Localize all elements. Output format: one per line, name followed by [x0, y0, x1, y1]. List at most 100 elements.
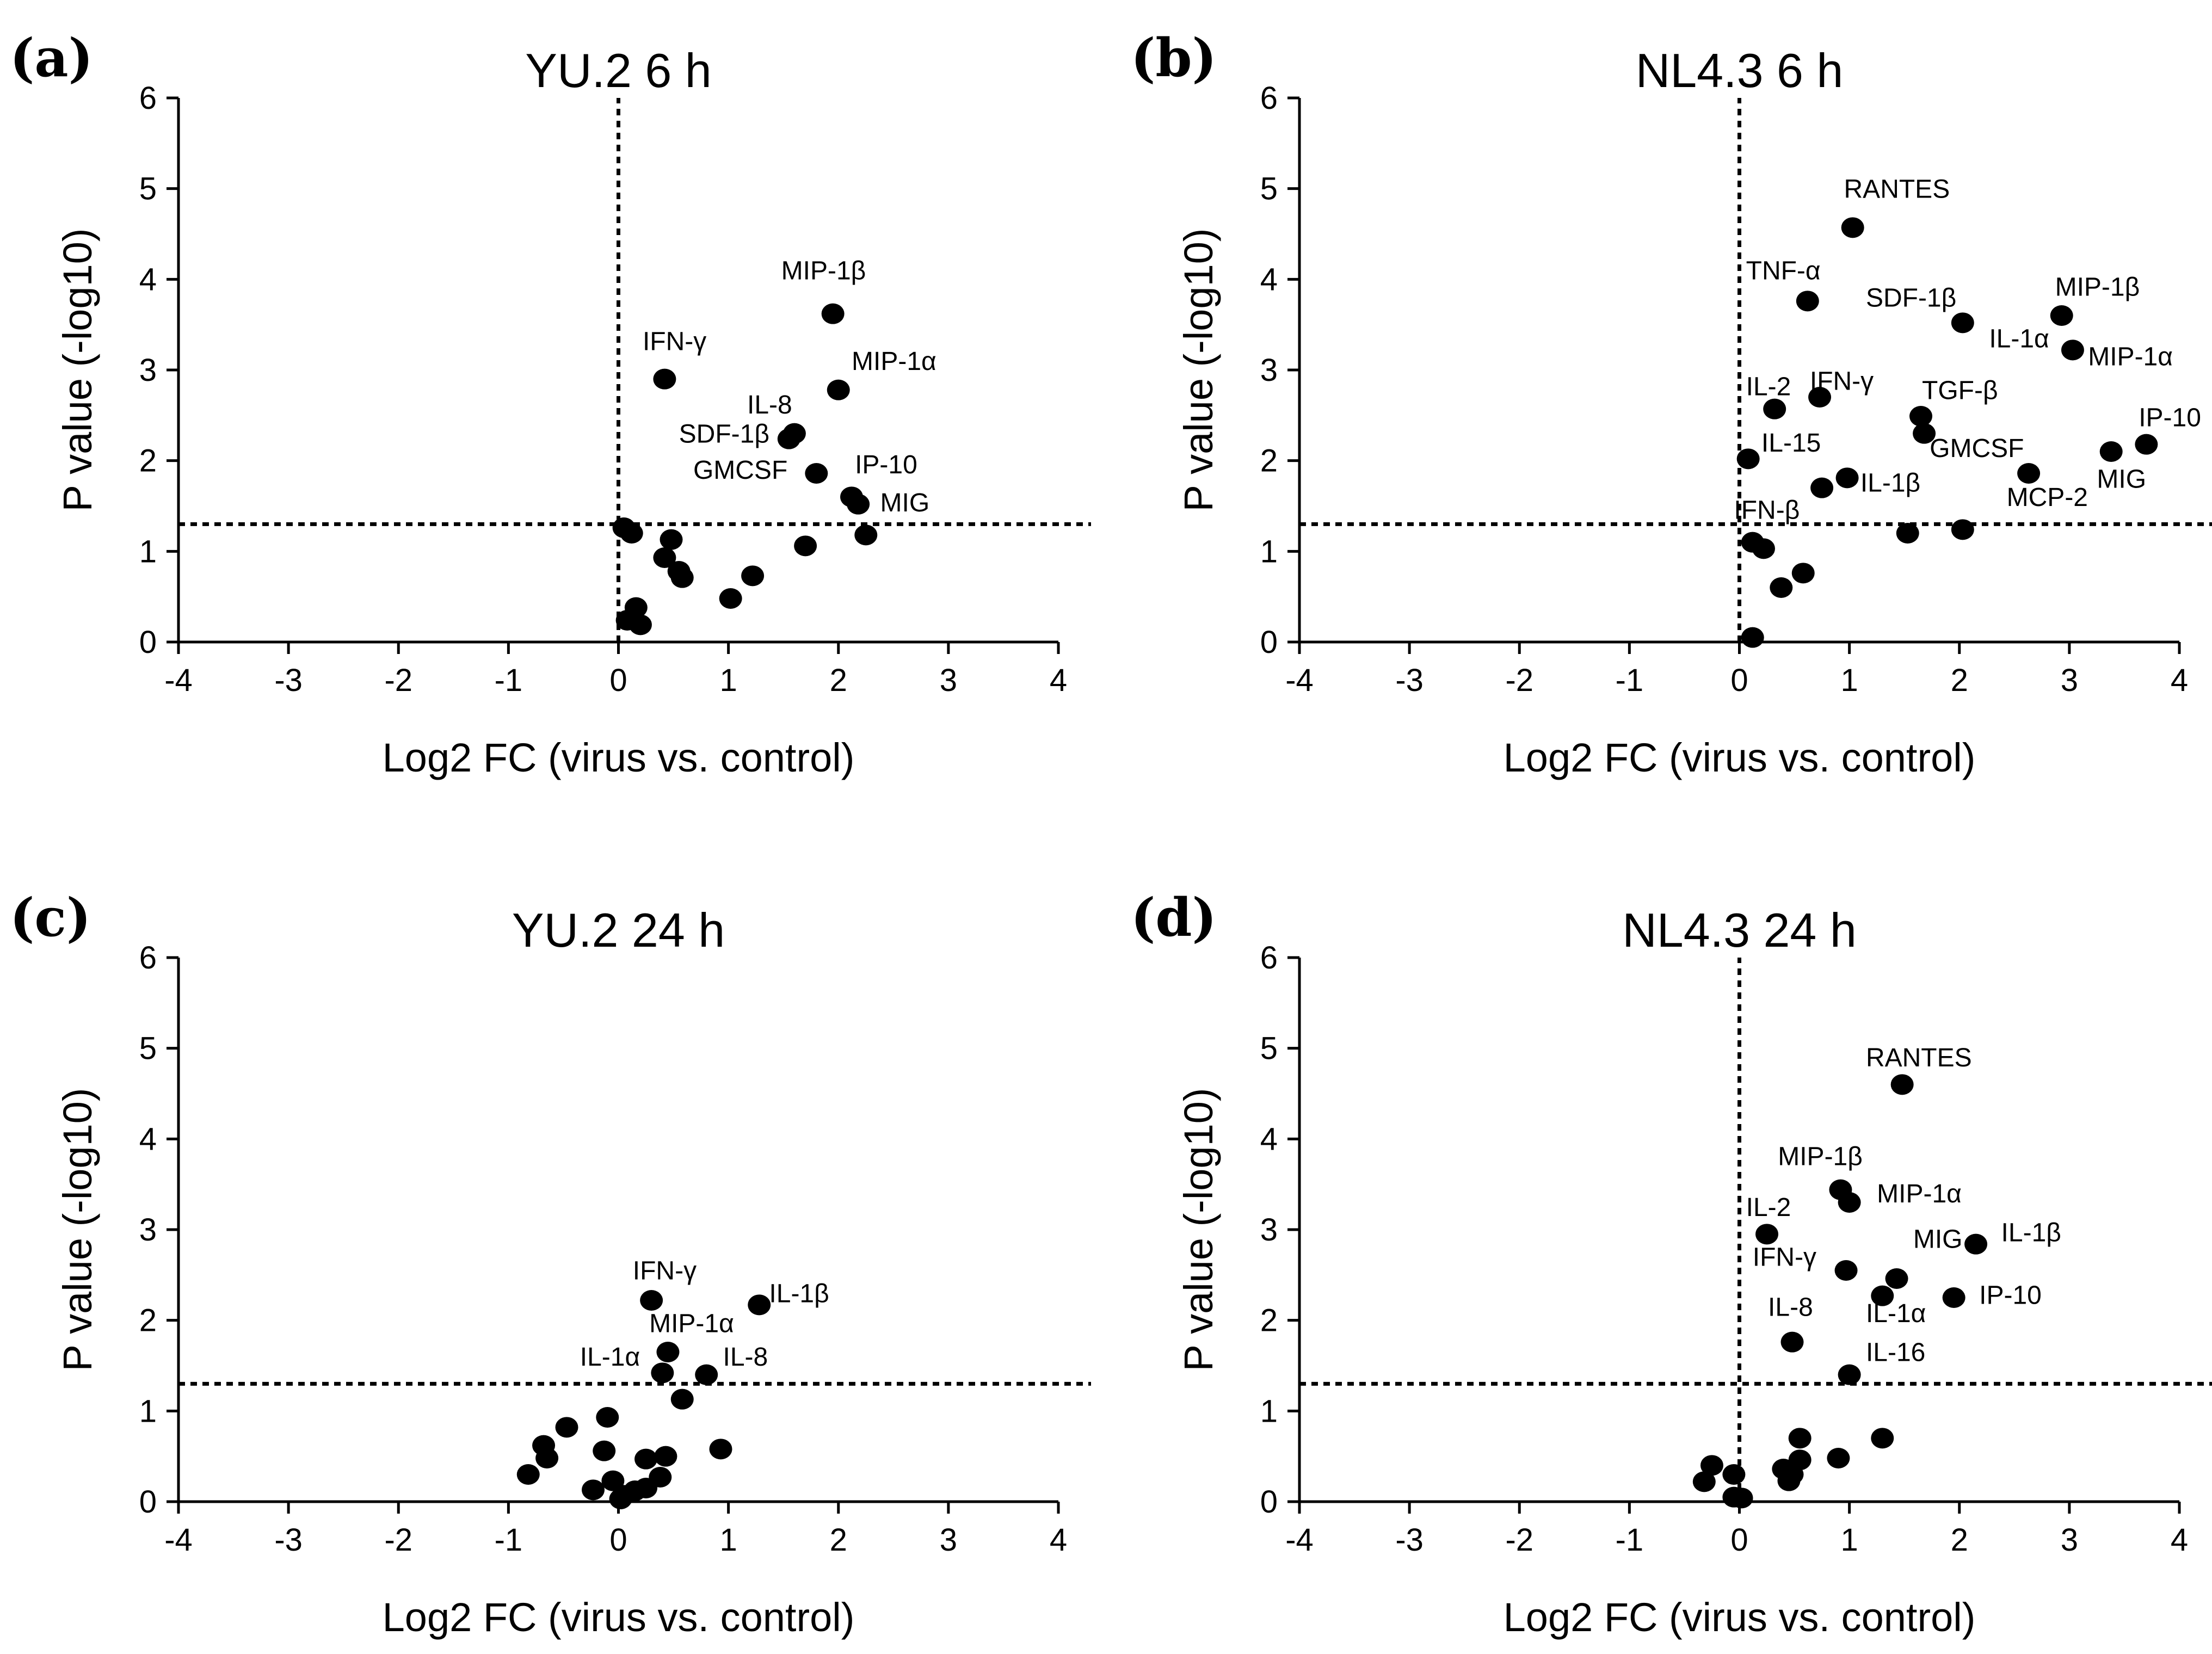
point-label: MIP-1α	[852, 347, 936, 376]
data-point	[1722, 1464, 1746, 1485]
data-point	[609, 1489, 632, 1509]
point-label: IL-1β	[1860, 468, 1920, 497]
data-point	[629, 614, 652, 635]
data-point	[1810, 477, 1834, 498]
panel-title: YU.2 24 h	[512, 903, 725, 957]
data-point	[1763, 398, 1786, 419]
data-point	[1942, 1287, 1965, 1308]
data-point	[1808, 387, 1832, 408]
volcano-plot-4: (d) NL4.3 24 h -4 -3 -2 -1 0 1 2 3 4 0 1 2 3 4 5 6 Log2 FC…	[1131, 887, 2212, 1640]
data-point	[654, 1446, 677, 1467]
point-label: MIP-1β	[2055, 273, 2140, 301]
y-tick-label: 6	[1260, 940, 1278, 976]
panel-title: NL4.3 24 h	[1622, 903, 1857, 957]
point-label: IL-8	[723, 1343, 768, 1372]
x-tick-label: -2	[384, 1522, 412, 1558]
data-point	[1964, 1233, 1988, 1255]
x-tick-label: -2	[1505, 1522, 1533, 1558]
data-point	[653, 547, 676, 568]
data-point	[582, 1479, 605, 1501]
y-axis-label: P value (-log10)	[55, 228, 100, 511]
point-label: GMCSF	[1930, 434, 2024, 463]
x-tick-label: 4	[2171, 663, 2188, 698]
data-point	[2050, 305, 2073, 326]
volcano-plot-1: (a) YU.2 6 h -4 -3 -2 -1 0 1 2 3 4 0 1 2 3 4 5 6 Log2 FC (…	[10, 27, 1091, 780]
data-point	[709, 1439, 732, 1460]
point-label: TNF-α	[1746, 256, 1821, 285]
data-point	[1770, 577, 1793, 598]
data-point	[2099, 441, 2123, 462]
data-point	[854, 524, 878, 546]
y-tick-label: 4	[139, 262, 157, 297]
data-point	[695, 1364, 718, 1385]
data-point	[1741, 627, 1764, 648]
x-tick-label: -1	[495, 663, 523, 698]
y-tick-label: 4	[1260, 1121, 1278, 1157]
x-tick-label: -1	[1616, 663, 1644, 698]
data-point	[805, 463, 828, 484]
y-tick-label: 3	[1260, 1212, 1278, 1248]
data-point	[1796, 291, 1819, 312]
y-axis-label: P value (-log10)	[1176, 228, 1221, 511]
data-point	[1692, 1471, 1716, 1492]
data-point	[1838, 1192, 1861, 1213]
panel-title: YU.2 6 h	[525, 44, 711, 97]
x-tick-label: 1	[1840, 663, 1858, 698]
data-point	[1700, 1455, 1723, 1476]
data-point	[1834, 1260, 1858, 1281]
x-tick-label: 2	[1951, 1522, 1968, 1558]
x-tick-label: 4	[2171, 1522, 2188, 1558]
point-label: IL-2	[1746, 373, 1791, 402]
x-tick-label: 3	[2061, 1522, 2078, 1558]
point-label: SDF-1β	[1866, 283, 1956, 312]
point-label: IL-16	[1866, 1338, 1925, 1367]
y-tick-label: 3	[139, 1212, 157, 1248]
point-label: MIP-1α	[2088, 343, 2173, 372]
data-point	[827, 379, 850, 400]
data-point	[1827, 1448, 1850, 1468]
data-point	[660, 529, 683, 550]
data-point	[535, 1448, 559, 1468]
data-point	[651, 1362, 674, 1384]
point-label: RANTES	[1844, 175, 1950, 203]
volcano-plot-2: (b) NL4.3 6 h -4 -3 -2 -1 0 1 2 3 4 0 1 2 3 4 5 6 Log2 FC …	[1131, 27, 2212, 780]
y-tick-label: 1	[139, 1393, 157, 1429]
point-label: MIG	[1913, 1225, 1963, 1254]
data-point	[847, 493, 870, 515]
data-point	[620, 523, 643, 544]
y-tick-label: 2	[139, 1303, 157, 1338]
data-point	[596, 1407, 619, 1428]
x-tick-label: 3	[940, 1522, 957, 1558]
y-tick-label: 5	[139, 1031, 157, 1066]
data-point	[1890, 1074, 1914, 1095]
data-point	[1913, 423, 1936, 444]
panel-label: (c)	[10, 887, 91, 948]
y-tick-label: 6	[139, 81, 157, 116]
x-tick-label: 2	[1951, 663, 1968, 698]
y-tick-label: 5	[1260, 1031, 1278, 1066]
panel-label: (d)	[1131, 887, 1217, 948]
x-tick-label: -3	[1395, 1522, 1424, 1558]
data-point	[1871, 1428, 1894, 1449]
y-tick-label: 4	[1260, 262, 1278, 297]
data-point	[1951, 519, 1974, 540]
data-point	[640, 1290, 663, 1311]
point-label: IL-1β	[769, 1279, 829, 1308]
y-tick-label: 5	[1260, 171, 1278, 207]
y-tick-label: 0	[139, 1484, 157, 1520]
data-point	[593, 1440, 616, 1461]
data-point	[1791, 563, 1815, 584]
x-tick-label: 2	[830, 663, 847, 698]
data-point	[794, 535, 817, 557]
data-point	[1777, 1470, 1801, 1491]
data-point	[555, 1417, 578, 1438]
point-label: IL-1α	[1866, 1299, 1926, 1328]
x-axis-label: Log2 FC (virus vs. control)	[1504, 735, 1976, 780]
data-point	[1871, 1285, 1894, 1306]
x-tick-label: 1	[719, 1522, 737, 1558]
data-point	[1841, 217, 1864, 238]
point-label: IL-15	[1761, 429, 1821, 458]
data-point	[1780, 1331, 1804, 1353]
point-label: IL-8	[747, 391, 792, 419]
panel-title: NL4.3 6 h	[1636, 44, 1844, 97]
